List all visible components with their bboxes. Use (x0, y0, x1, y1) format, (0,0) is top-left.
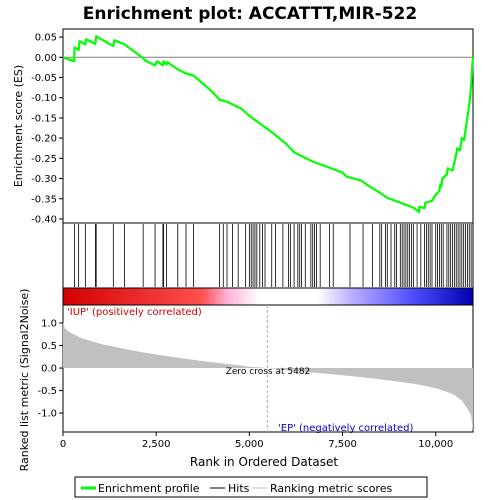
es-y-tick-label: -0.35 (31, 194, 57, 205)
positive-label: 'IUP' (positively correlated) (67, 307, 202, 318)
legend-es-label: Enrichment profile (98, 482, 200, 495)
hits-layer (74, 224, 472, 287)
legend-hits-label: Hits (228, 482, 250, 495)
axes-layer: 0.050.00-0.05-0.10-0.15-0.20-0.25-0.30-0… (31, 33, 453, 450)
es-axis-title: Enrichment score (ES) (12, 65, 25, 187)
legend-metric-label: Ranking metric scores (270, 482, 392, 495)
metric-layer (63, 305, 473, 432)
zero-cross-label: Zero cross at 5482 (226, 367, 311, 377)
x-tick-label: 0 (60, 439, 66, 450)
es-y-tick-label: -0.05 (31, 73, 57, 84)
es-y-tick-label: 0.00 (35, 53, 57, 64)
x-axis-title: Rank in Ordered Dataset (190, 455, 338, 469)
es-y-tick-label: -0.10 (31, 93, 57, 104)
es-layer (62, 35, 475, 214)
metric-y-tick-label: 0.0 (41, 364, 57, 375)
es-y-tick-label: -0.40 (31, 214, 57, 225)
es-y-tick-label: -0.15 (31, 113, 57, 124)
es-panel (62, 28, 474, 224)
hits-panel (62, 222, 474, 289)
x-tick-label: 10,000 (418, 439, 453, 450)
metric-y-tick-label: -0.5 (37, 386, 57, 397)
es-curve (62, 35, 475, 214)
rank-color-bar (62, 287, 474, 306)
metric-axis-title: Ranked list metric (Signal2Noise) (18, 289, 31, 472)
legend-box (74, 476, 428, 498)
es-y-tick-label: -0.25 (31, 154, 57, 165)
chart-title: Enrichment plot: ACCATTT,MIR-522 (83, 4, 417, 24)
metric-y-tick-label: 1.0 (41, 319, 57, 330)
es-y-tick-label: -0.30 (31, 174, 57, 185)
es-y-tick-label: 0.05 (35, 33, 57, 44)
x-tick-label: 2,500 (142, 439, 171, 450)
negative-label: 'EP' (negatively correlated) (278, 423, 413, 434)
metric-area (63, 322, 473, 432)
x-tick-label: 5,000 (235, 439, 264, 450)
metric-y-tick-label: -1.0 (37, 409, 57, 420)
es-y-tick-label: -0.20 (31, 134, 57, 145)
metric-y-tick-label: 0.5 (41, 341, 57, 352)
x-tick-label: 7,500 (328, 439, 357, 450)
